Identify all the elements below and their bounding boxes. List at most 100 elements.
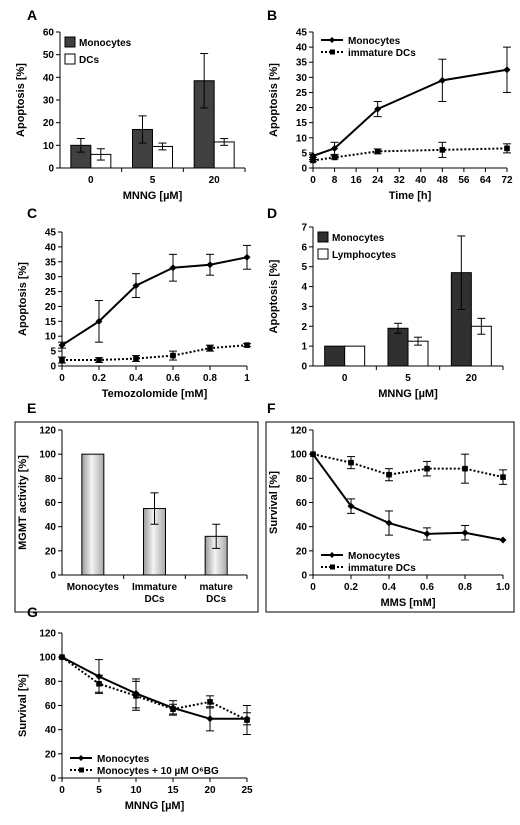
y-tick-label: 50 [43, 50, 55, 61]
data-point [59, 357, 65, 363]
x-tick-label: 10 [130, 785, 142, 796]
x-tick-label: 25 [241, 785, 253, 796]
data-point [170, 706, 176, 712]
y-tick-label: 60 [45, 498, 57, 509]
data-point [244, 717, 250, 723]
x-tick-label: Monocytes [67, 582, 120, 593]
x-axis-label: MNNG [µM] [123, 190, 183, 202]
panel-e: E 0 20 40 60 80 100 120 MGMT activity [%] Monocyt… [14, 400, 259, 613]
x-tick-label: 0.4 [382, 582, 396, 593]
legend-marker [330, 564, 335, 570]
panel-b: B 0 5 10 15 20 25 30 35 40 45 Apoptosis [%] Time [h]… [267, 7, 513, 202]
y-tick-label: 40 [45, 522, 57, 533]
y-tick-label: 7 [301, 223, 307, 234]
panel-f: F 0 20 40 60 80 100 120 Survival [%] MMS [mM] 0 0.2… [265, 400, 515, 613]
series-line [62, 344, 248, 362]
y-tick-label: 80 [296, 474, 308, 485]
legend-label: Monocytes [79, 38, 132, 49]
y-tick-label: 40 [45, 242, 57, 253]
y-tick-label: 80 [45, 677, 57, 688]
panel-label: B [267, 7, 277, 23]
y-axis-label: Apoptosis [%] [268, 259, 280, 333]
y-tick-label: 30 [45, 272, 57, 283]
y-tick-label: 60 [45, 701, 57, 712]
y-tick-label: 0 [50, 362, 56, 373]
y-axis-label: Apoptosis [%] [15, 63, 27, 137]
y-tick-label: 10 [296, 133, 308, 144]
legend-swatch [64, 36, 76, 48]
x-tick-label: 32 [394, 175, 406, 186]
y-tick-label: 20 [43, 118, 55, 129]
y-axis-label: MGMT activity [%] [17, 455, 29, 550]
x-tick-label: 15 [167, 785, 179, 796]
x-tick-label: 0.6 [166, 373, 180, 384]
legend-label: Monocytes + 10 µM O⁶BG [97, 766, 219, 777]
bar [213, 141, 235, 169]
data-point [207, 699, 213, 705]
data-point [310, 157, 316, 164]
x-tick-label: 0.6 [420, 582, 434, 593]
y-tick-label: 10 [43, 141, 55, 152]
series-line [312, 147, 508, 162]
legend-swatch [317, 231, 329, 243]
data-point [374, 105, 382, 113]
legend-marker [78, 755, 84, 761]
legend-label: DCs [79, 55, 99, 66]
legend-swatch [317, 248, 329, 260]
x-tick-label: 5 [405, 373, 411, 384]
y-tick-label: 120 [39, 629, 56, 640]
x-tick-label: 0 [88, 175, 94, 186]
y-axis-label: Survival [%] [17, 674, 29, 737]
data-point [207, 345, 213, 351]
x-tick-label: 1.0 [496, 582, 510, 593]
y-tick-label: 20 [296, 546, 308, 557]
x-tick-label: 20 [209, 175, 221, 186]
data-point [170, 352, 176, 359]
x-axis-label: Temozolomide [mM] [102, 388, 208, 400]
y-tick-label: 0 [301, 571, 307, 582]
panel-label: A [27, 7, 37, 23]
y-axis-label: Apoptosis [%] [17, 262, 29, 336]
y-tick-label: 80 [45, 474, 57, 485]
x-tick-label: Immature DCs [132, 582, 177, 605]
data-point [133, 693, 139, 699]
legend-label: immature DCs [348, 48, 416, 59]
data-point [244, 342, 250, 348]
panel-g: G 0 20 40 60 80 100 120 Survival [%] MNNG [µM] 0 5 1… [17, 604, 253, 812]
y-tick-label: 0 [48, 164, 54, 175]
panel-label: G [27, 604, 38, 620]
y-tick-label: 4 [301, 282, 307, 293]
x-tick-label: 24 [372, 175, 384, 186]
y-tick-label: 5 [301, 148, 307, 159]
x-tick-label: 20 [466, 373, 478, 384]
bar [324, 345, 346, 367]
y-tick-label: 5 [50, 347, 56, 358]
y-tick-label: 0 [50, 774, 56, 785]
x-tick-label: 16 [351, 175, 363, 186]
data-point [385, 519, 393, 527]
x-tick-label: 0.2 [344, 582, 358, 593]
data-point [439, 147, 446, 153]
x-tick-label: 1 [244, 373, 250, 384]
data-point [206, 261, 214, 269]
y-tick-label: 0 [301, 164, 307, 175]
y-tick-label: 25 [45, 287, 57, 298]
x-tick-label: 0 [59, 785, 65, 796]
legend-label: Monocytes [97, 754, 150, 765]
panel-label: E [27, 400, 36, 416]
x-tick-label: 64 [480, 175, 492, 186]
legend-label: Monocytes [332, 233, 385, 244]
series-line [312, 68, 508, 157]
y-tick-label: 20 [296, 103, 308, 114]
data-point [500, 474, 506, 480]
y-tick-label: 20 [45, 749, 57, 760]
y-tick-label: 20 [45, 546, 57, 557]
x-tick-label: 5 [150, 175, 156, 186]
series-line [312, 453, 504, 479]
y-tick-label: 15 [296, 118, 308, 129]
data-point [423, 530, 431, 538]
y-tick-label: 0 [301, 362, 307, 373]
data-point [133, 355, 139, 362]
x-tick-label: 0 [310, 582, 316, 593]
